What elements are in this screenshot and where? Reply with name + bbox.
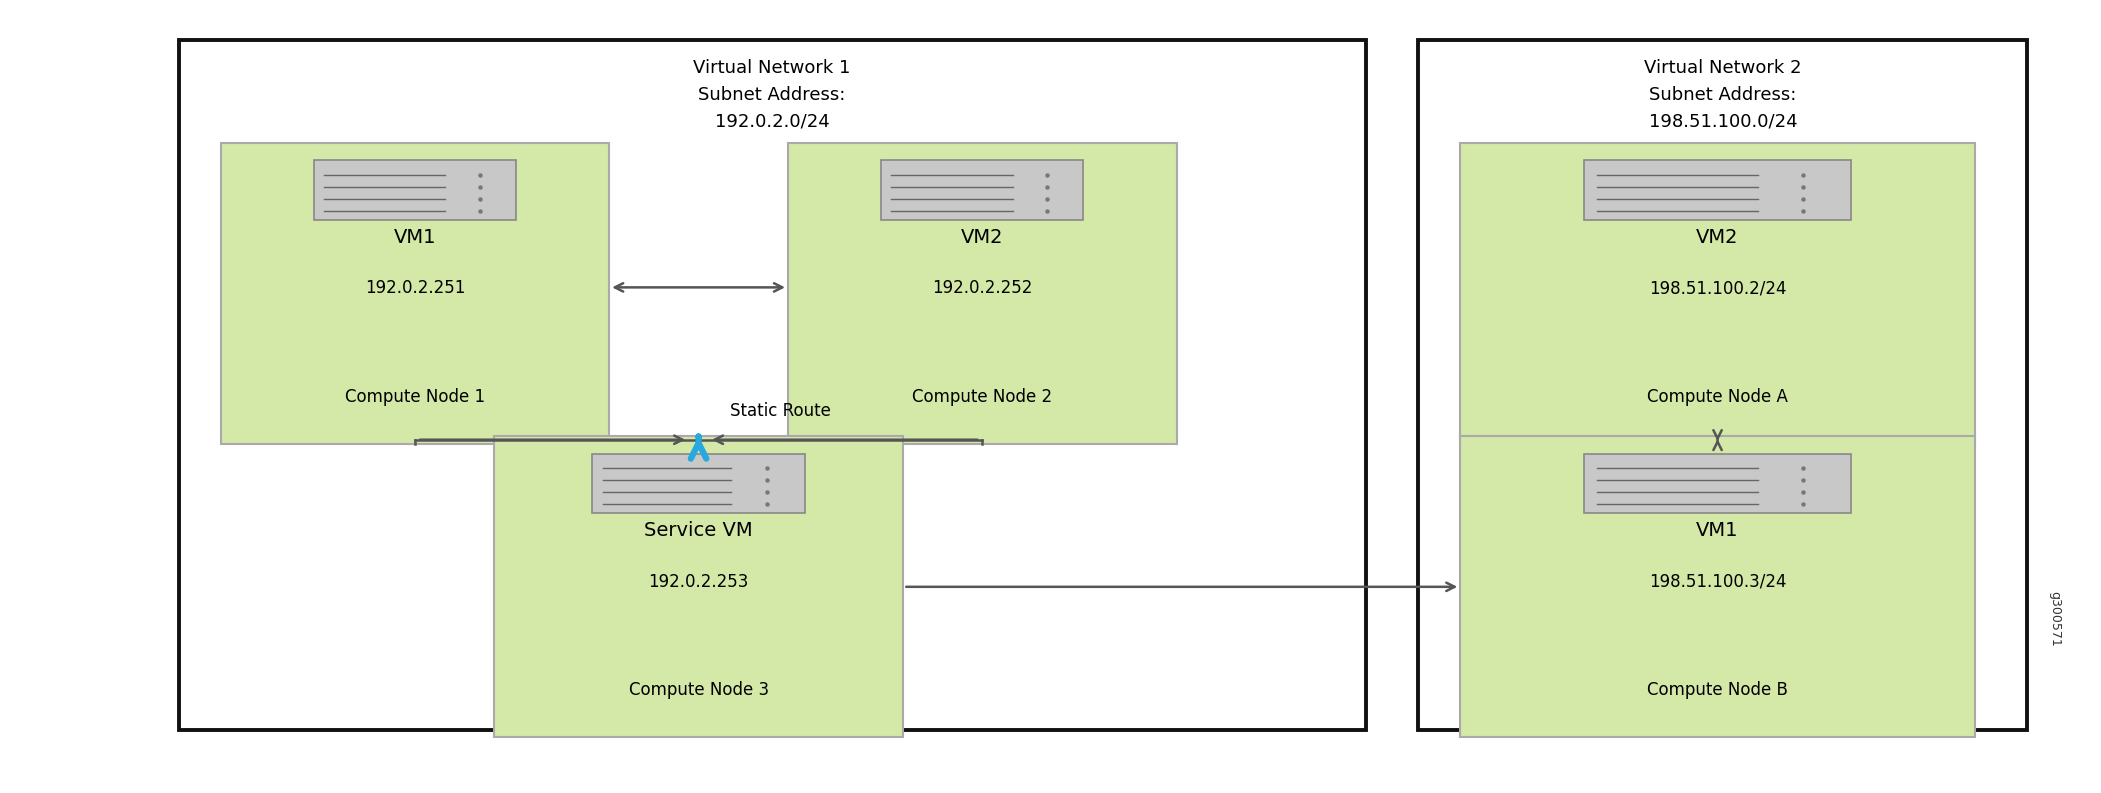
Text: Static Route: Static Route <box>731 402 832 420</box>
Text: Virtual Network 1
Subnet Address:
192.0.2.0/24: Virtual Network 1 Subnet Address: 192.0.… <box>693 59 851 130</box>
FancyBboxPatch shape <box>1584 160 1851 220</box>
FancyBboxPatch shape <box>592 454 805 513</box>
FancyBboxPatch shape <box>494 436 903 737</box>
Text: Compute Node B: Compute Node B <box>1647 681 1788 699</box>
Text: g300571: g300571 <box>2048 591 2061 646</box>
Text: 198.51.100.2/24: 198.51.100.2/24 <box>1649 279 1786 297</box>
Text: 198.51.100.3/24: 198.51.100.3/24 <box>1649 573 1786 591</box>
Text: Compute Node 2: Compute Node 2 <box>912 388 1053 406</box>
FancyBboxPatch shape <box>1460 436 1975 737</box>
FancyBboxPatch shape <box>179 40 1366 730</box>
Text: 192.0.2.252: 192.0.2.252 <box>933 279 1032 297</box>
Text: Compute Node 3: Compute Node 3 <box>628 681 769 699</box>
Text: Compute Node A: Compute Node A <box>1647 388 1788 406</box>
FancyBboxPatch shape <box>788 143 1177 444</box>
FancyBboxPatch shape <box>313 160 517 220</box>
Text: Service VM: Service VM <box>645 521 752 540</box>
Text: VM2: VM2 <box>960 228 1004 247</box>
FancyBboxPatch shape <box>880 160 1084 220</box>
Text: VM1: VM1 <box>1696 521 1740 540</box>
FancyBboxPatch shape <box>1584 454 1851 513</box>
FancyBboxPatch shape <box>1418 40 2027 730</box>
FancyBboxPatch shape <box>221 143 609 444</box>
Text: 192.0.2.253: 192.0.2.253 <box>649 573 748 591</box>
Text: Virtual Network 2
Subnet Address:
198.51.100.0/24: Virtual Network 2 Subnet Address: 198.51… <box>1645 59 1801 130</box>
Text: VM1: VM1 <box>393 228 437 247</box>
FancyBboxPatch shape <box>1460 143 1975 444</box>
Text: Compute Node 1: Compute Node 1 <box>345 388 485 406</box>
Text: 192.0.2.251: 192.0.2.251 <box>366 279 464 297</box>
Text: VM2: VM2 <box>1696 228 1740 247</box>
